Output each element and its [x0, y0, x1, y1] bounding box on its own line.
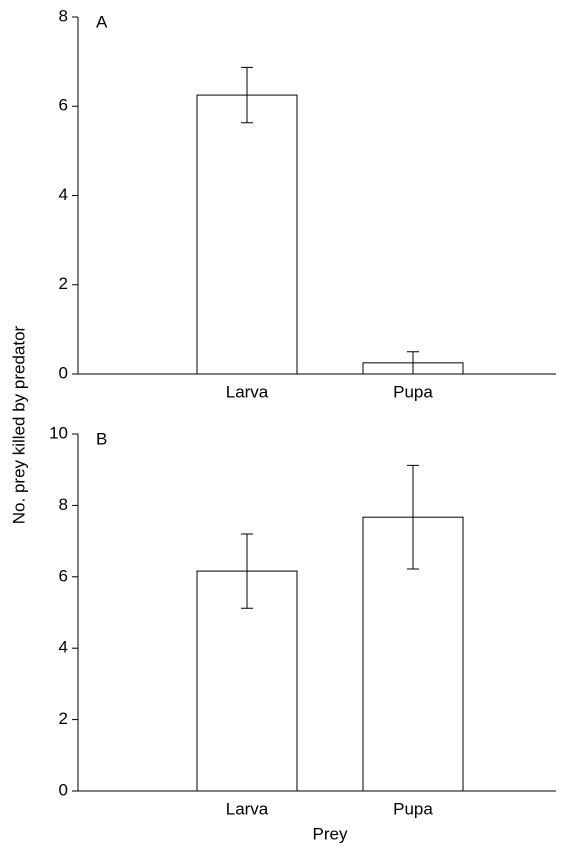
y-axis-label: No. prey killed by predator — [9, 325, 28, 524]
x-axis-label: Prey — [313, 824, 348, 843]
panel-label: B — [96, 429, 107, 448]
y-tick-label: 10 — [49, 423, 68, 442]
x-tick-label: Pupa — [393, 382, 433, 401]
y-tick-label: 4 — [59, 185, 68, 204]
x-tick-label: Larva — [226, 382, 269, 401]
y-tick-label: 2 — [59, 274, 68, 293]
y-tick-label: 8 — [59, 6, 68, 25]
error-bar — [407, 351, 419, 375]
y-tick-label: 8 — [59, 495, 68, 514]
y-tick-label: 4 — [59, 638, 68, 657]
error-bar — [241, 66, 253, 124]
bar — [196, 94, 298, 375]
y-tick-label: 0 — [59, 780, 68, 799]
panel-label: A — [96, 12, 108, 31]
y-tick-label: 2 — [59, 709, 68, 728]
x-tick-label: Larva — [226, 799, 269, 818]
error-bar — [241, 533, 253, 609]
error-bar — [407, 464, 419, 570]
y-tick-label: 6 — [59, 566, 68, 585]
y-tick-label: 6 — [59, 96, 68, 115]
x-tick-label: Pupa — [393, 799, 433, 818]
y-tick-label: 0 — [59, 363, 68, 382]
